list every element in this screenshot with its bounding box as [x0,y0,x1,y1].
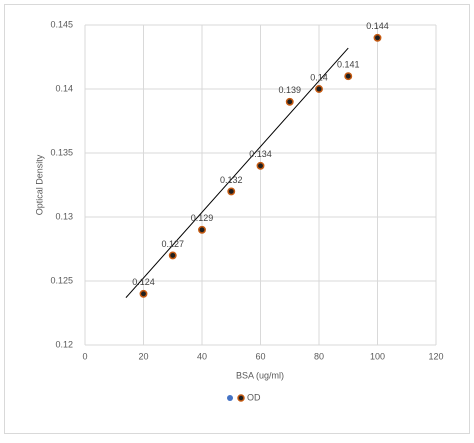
data-point [285,97,294,106]
data-point [315,85,323,93]
data-point [227,187,236,196]
x-tick-label: 100 [370,351,385,361]
data-point [168,251,177,260]
trendline [125,47,349,298]
y-tick-label: 0.135 [50,147,73,157]
data-point [373,33,382,42]
y-tick-label: 0.12 [55,339,73,349]
y-tick-label: 0.125 [50,275,73,285]
data-label: 0.129 [191,213,214,223]
data-label: 0.139 [278,85,301,95]
data-label: 0.134 [249,149,272,159]
y-tick-label: 0.145 [50,19,73,29]
x-tick-label: 120 [428,351,443,361]
data-point [198,225,206,234]
chart-frame [4,4,470,434]
x-tick-label: 20 [138,351,148,361]
y-tick-label: 0.14 [55,83,73,93]
data-label: 0.132 [220,175,243,185]
x-tick-label: 0 [82,351,87,361]
data-label: 0.124 [132,277,155,287]
data-point [256,161,265,170]
y-axis-label: Optical Density [34,154,44,215]
data-label: 0.141 [337,60,360,70]
data-label: 0.127 [161,239,184,249]
data-point [139,289,148,298]
x-tick-label: 40 [197,351,207,361]
data-point [344,72,353,81]
legend-label: OD [247,392,261,402]
data-label: 0.14 [310,72,328,82]
x-axis-label: BSA (ug/ml) [236,370,284,380]
data-label: 0.144 [366,21,389,31]
x-tick-label: 60 [255,351,265,361]
legend-marker [237,394,245,402]
y-tick-label: 0.13 [55,211,73,221]
x-tick-label: 80 [314,351,324,361]
legend-dot [227,395,233,401]
